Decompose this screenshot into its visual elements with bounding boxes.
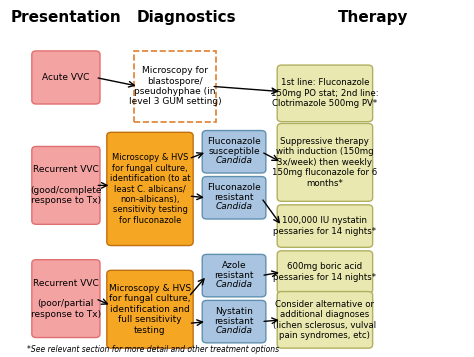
FancyBboxPatch shape — [277, 292, 373, 348]
FancyBboxPatch shape — [202, 177, 266, 219]
Text: Recurrent VVC

(good/complete
response to Tx): Recurrent VVC (good/complete response to… — [30, 165, 101, 206]
FancyBboxPatch shape — [277, 124, 373, 201]
Text: Candida: Candida — [216, 326, 253, 335]
Text: Diagnostics: Diagnostics — [137, 10, 236, 25]
Text: Consider alternative or
additional diagnoses
(lichen sclerosus, vulval
pain synd: Consider alternative or additional diagn… — [273, 300, 376, 340]
FancyBboxPatch shape — [202, 131, 266, 173]
Text: Candida: Candida — [216, 156, 253, 165]
FancyBboxPatch shape — [277, 205, 373, 247]
FancyBboxPatch shape — [107, 270, 193, 348]
Text: 100,000 IU nystatin
pessaries for 14 nights*: 100,000 IU nystatin pessaries for 14 nig… — [273, 216, 376, 236]
Text: *See relevant section for more detail and other treatment options: *See relevant section for more detail an… — [27, 346, 279, 355]
Text: Azole
resistant: Azole resistant — [214, 261, 254, 280]
Text: Suppressive therapy
with induction (150mg
3x/week) then weekly
150mg fluconazole: Suppressive therapy with induction (150m… — [272, 137, 378, 188]
FancyBboxPatch shape — [202, 300, 266, 343]
Text: Recurrent VVC

(poor/partial
response to Tx): Recurrent VVC (poor/partial response to … — [31, 278, 101, 319]
Text: Presentation: Presentation — [10, 10, 121, 25]
FancyBboxPatch shape — [32, 51, 100, 104]
Text: Microscopy & HVS
for fungal culture,
identification and
full sensitivity
testing: Microscopy & HVS for fungal culture, ide… — [109, 284, 191, 335]
FancyBboxPatch shape — [202, 255, 266, 297]
Text: Acute VVC: Acute VVC — [42, 73, 90, 82]
FancyBboxPatch shape — [107, 132, 193, 246]
Text: Fluconazole
resistant: Fluconazole resistant — [207, 183, 261, 202]
FancyBboxPatch shape — [32, 260, 100, 337]
Text: 600mg boric acid
pessaries for 14 nights*: 600mg boric acid pessaries for 14 nights… — [273, 262, 376, 282]
Text: 1st line: Fluconazole
150mg PO stat; 2nd line:
Clotrimazole 500mg PV*: 1st line: Fluconazole 150mg PO stat; 2nd… — [271, 79, 379, 108]
Text: Microscopy & HVS
for fungal culture,
identification (to at
least C. albicans/
no: Microscopy & HVS for fungal culture, ide… — [109, 153, 190, 225]
Text: Nystatin
resistant: Nystatin resistant — [214, 307, 254, 326]
Text: Microscopy for
blastospore/
pseudohyphae (in
level 3 GUM setting): Microscopy for blastospore/ pseudohyphae… — [128, 66, 221, 106]
Text: Candida: Candida — [216, 202, 253, 211]
Text: Candida: Candida — [216, 280, 253, 289]
FancyBboxPatch shape — [32, 146, 100, 224]
Text: Therapy: Therapy — [337, 10, 408, 25]
FancyBboxPatch shape — [277, 65, 373, 122]
Text: Fluconazole
susceptible: Fluconazole susceptible — [207, 137, 261, 156]
FancyBboxPatch shape — [277, 251, 373, 293]
